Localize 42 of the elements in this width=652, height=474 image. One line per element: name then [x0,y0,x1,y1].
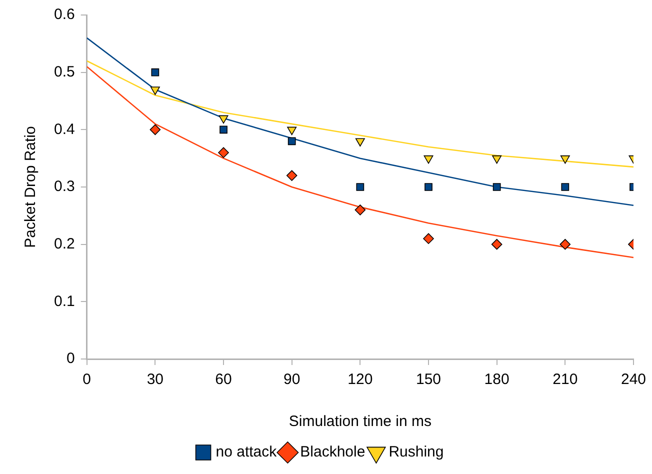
y-tick-label: 0.2 [54,235,75,252]
point [151,68,160,76]
point [218,115,228,124]
y-tick-label: 0.4 [54,120,75,138]
x-tick-label: 240 [620,371,646,388]
point [354,204,366,216]
point [424,155,434,164]
point [220,126,228,134]
legend-label: no attack [216,444,278,461]
x-tick-label: 0 [82,371,92,388]
y-tick-label: 0 [66,350,75,368]
x-axis-title: Simulation time in ms [288,413,432,430]
point [561,183,570,191]
point [288,137,296,146]
point [492,183,501,191]
x-tick-label: 150 [416,371,442,388]
x-tick-label: 60 [215,371,232,388]
point [150,86,160,95]
point [560,155,570,164]
point [423,233,434,244]
point [560,238,571,250]
point [355,138,365,147]
x-tick-label: 90 [283,371,300,388]
x-tick-label: 180 [484,371,510,388]
x-tick-label: 120 [348,371,373,388]
point [491,238,502,250]
point [424,183,432,191]
point [287,126,297,136]
legend-label: Blackhole [300,444,366,461]
y-axis-title: Packet Drop Ratio [22,126,40,248]
x-tick-label: 30 [146,371,164,388]
y-tick-label: 0.5 [54,63,75,80]
point [218,147,229,158]
point [492,155,502,164]
y-tick-label: 0.1 [54,292,75,310]
x-tick-label: 210 [552,371,578,388]
legend-label: Rushing [388,444,444,461]
y-tick-label: 0.3 [54,178,75,196]
y-tick-label: 0.6 [54,6,75,24]
point [356,183,364,191]
point [150,124,161,136]
point [286,170,298,181]
